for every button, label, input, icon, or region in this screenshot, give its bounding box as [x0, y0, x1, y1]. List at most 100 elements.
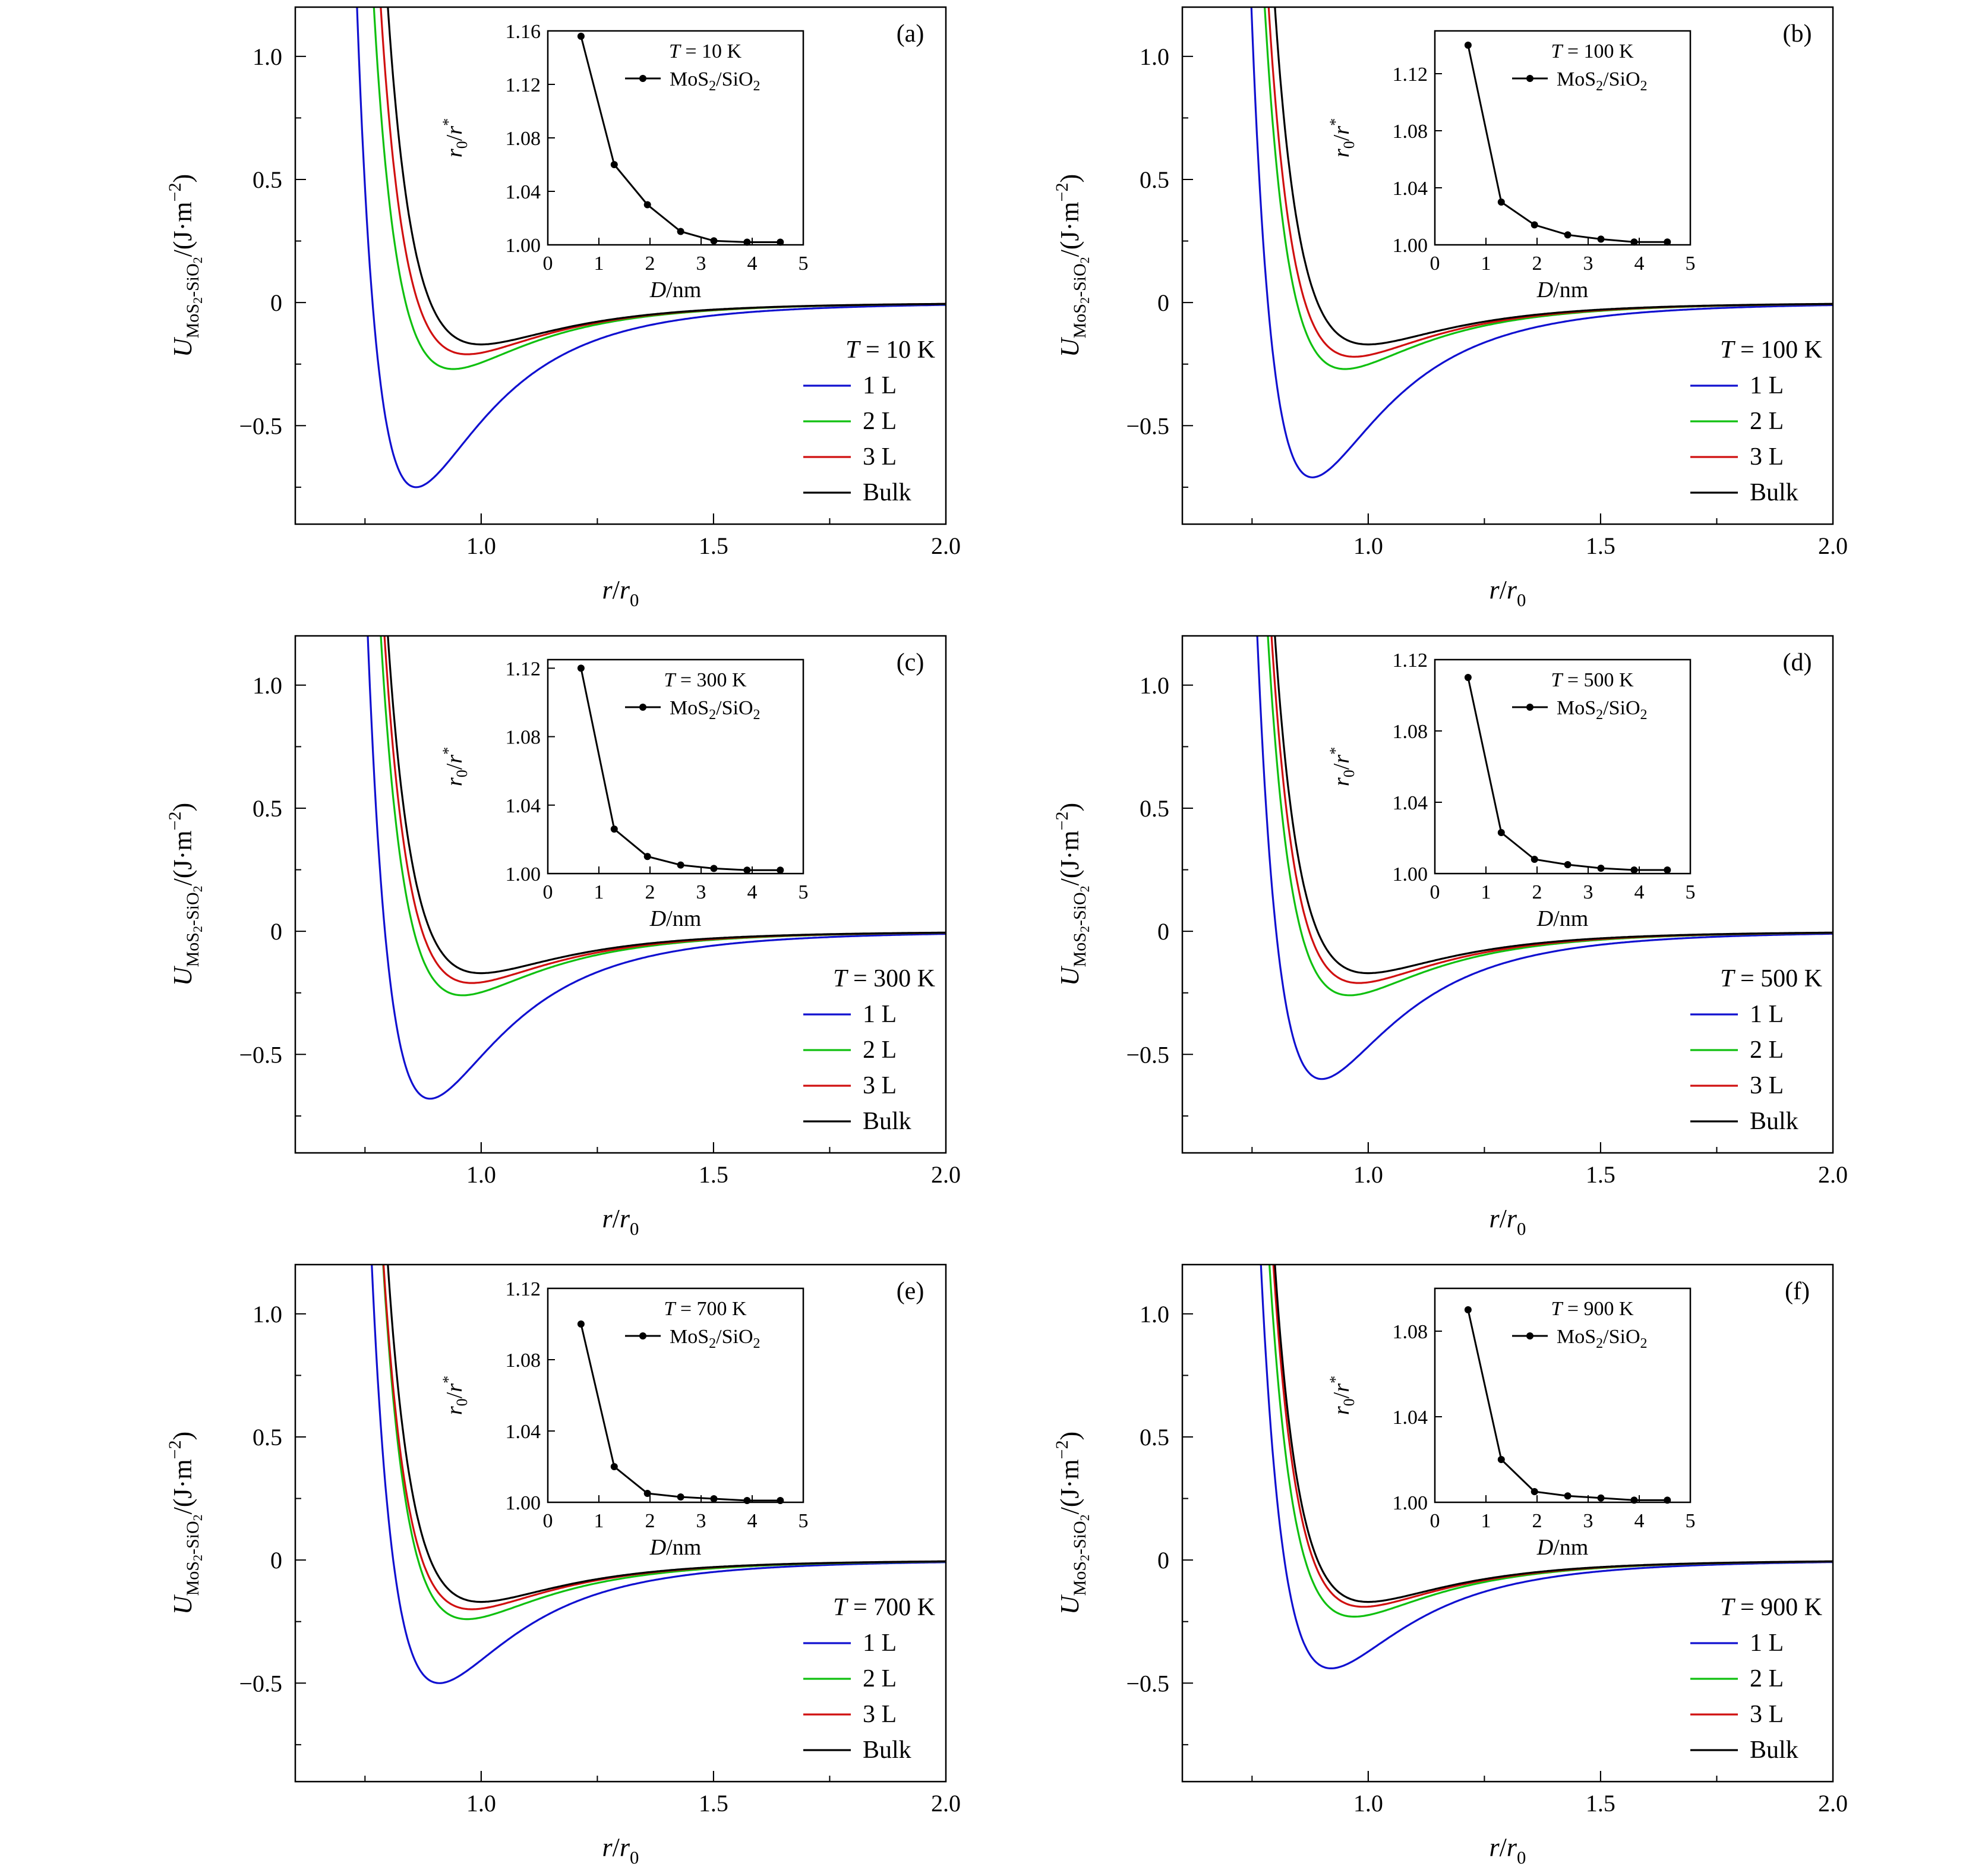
text-part: D: [649, 278, 666, 302]
inset-y-label: r0/r*: [1327, 1376, 1358, 1415]
series-line-1l: [1250, 7, 1833, 478]
inset-x-label: D/nm: [649, 906, 702, 931]
inset-data-point: [1464, 1306, 1472, 1313]
text-part: /SiO: [1603, 697, 1640, 719]
legend-label: Bulk: [1750, 1736, 1798, 1764]
x-tick-label: 1.0: [466, 532, 496, 559]
text-part: ): [1055, 1432, 1084, 1441]
inset-data-point: [677, 1493, 684, 1501]
chart-panel-e: 1.0 1.5 2.01.00.50−0.5r/r0UMoS2-SiO2/(J·m−…: [165, 1263, 961, 1866]
inset-frame: [547, 30, 804, 246]
text-part: MoS: [1557, 697, 1596, 719]
text-part: /: [1329, 1392, 1354, 1398]
subscript: 2: [753, 1336, 761, 1351]
text-part: /(J·m: [168, 1459, 197, 1514]
inset-y-tick-label: 1.12: [1393, 64, 1428, 86]
subscript: -SiO: [183, 892, 203, 926]
x-tick-label: 2.0: [931, 532, 961, 559]
inset-y-label: r0/r*: [1327, 747, 1358, 786]
inset-y-label: r0/r*: [440, 1376, 471, 1415]
inset-data-point: [1531, 1488, 1538, 1495]
inset-legend-marker: [1526, 1332, 1533, 1339]
text-part: /: [1329, 134, 1354, 141]
curves: [1260, 1265, 1833, 1669]
series-line-bulk: [387, 1265, 946, 1603]
inset-y-tick-label: 1.04: [1393, 178, 1428, 200]
inset-data-point: [1630, 1496, 1638, 1504]
inset-y-tick-label: 1.12: [506, 74, 541, 96]
plot-frame: [1181, 1263, 1834, 1783]
text-part: /: [613, 1833, 620, 1862]
legend-label: 3 L: [863, 1701, 897, 1728]
inset-data-point: [677, 861, 684, 869]
inset-legend-label: MoS2/SiO2: [670, 1326, 761, 1351]
legend-label: 3 L: [1750, 443, 1784, 471]
text-part: /SiO: [716, 68, 753, 90]
superscript: −2: [165, 183, 185, 202]
superscript: −2: [1052, 1441, 1072, 1460]
text-part: MoS: [670, 697, 709, 719]
inset-y-tick-label: 1.08: [1393, 121, 1428, 143]
inset-data-point: [1664, 1496, 1671, 1504]
text-part: T: [833, 1594, 848, 1621]
text-part: /nm: [1553, 906, 1588, 931]
y-tick-label: −0.5: [239, 1041, 282, 1068]
y-axis-label: UMoS2-SiO2/(J·m−2): [1052, 803, 1092, 986]
inset-x-tick-label: 4: [1634, 253, 1645, 275]
subscript: 0: [1340, 141, 1358, 149]
legend-label: 3 L: [1750, 1701, 1784, 1728]
inset-data-point: [1497, 1456, 1505, 1463]
subscript: 2: [1077, 885, 1092, 892]
text-part: r: [442, 1406, 467, 1415]
inset-x-tick-label: 5: [1686, 881, 1696, 903]
y-axis-label: UMoS2-SiO2/(J·m−2): [165, 174, 205, 357]
x-tick-label: 1.5: [699, 1161, 728, 1188]
text-part: /SiO: [716, 697, 753, 719]
legend-label: 2 L: [863, 408, 897, 435]
subscript: 2: [709, 78, 716, 94]
inset-data-point: [1497, 198, 1505, 206]
superscript: −2: [165, 1441, 185, 1460]
subscript: 0: [453, 770, 471, 777]
inset-legend-title: T = 500 K: [1551, 669, 1634, 691]
inset-data-point: [1597, 235, 1605, 243]
x-tick-label: 1.0: [466, 1790, 496, 1817]
text-part: r: [442, 755, 467, 764]
subscript: 2: [1640, 1336, 1648, 1351]
y-tick-label: 0.5: [1140, 166, 1169, 193]
text-part: = 900 K: [1734, 1594, 1822, 1621]
inset-x-tick-label: 2: [1532, 1510, 1542, 1532]
chart-panel-c: 1.0 1.5 2.01.00.50−0.5r/r0UMoS2-SiO2/(J·m−…: [165, 635, 961, 1239]
text-part: /(J·m: [1055, 1459, 1084, 1514]
inset-x-label: D/nm: [1536, 906, 1589, 931]
subscript: 2: [1596, 1336, 1603, 1351]
chart-panel-d: 1.0 1.5 2.01.00.50−0.5r/r0UMoS2-SiO2/(J·m−…: [1052, 635, 1848, 1239]
inset-x-tick-label: 4: [747, 253, 758, 275]
subscript: 2: [190, 297, 205, 304]
text-part: T: [1720, 336, 1735, 364]
chart-panel-f: 1.0 1.5 2.01.00.50−0.5r/r0UMoS2-SiO2/(J·m−…: [1052, 1263, 1848, 1866]
text-part: = 500 K: [1734, 965, 1822, 992]
x-tick-label: 1.0: [1353, 1790, 1383, 1817]
text-part: /(J·m: [168, 201, 197, 257]
inset-x-tick-label: 4: [1634, 1510, 1645, 1532]
y-tick-label: 0: [1157, 1547, 1169, 1574]
x-axis-label: r/r0: [1490, 1204, 1526, 1239]
inset-y-tick-label: 1.00: [506, 235, 541, 257]
inset-y-tick-label: 1.04: [1393, 1407, 1428, 1429]
text-part: /: [442, 1392, 467, 1398]
inset-y-tick-label: 1.00: [1393, 235, 1428, 257]
text-part: r: [620, 1204, 630, 1233]
superscript: *: [1327, 747, 1344, 755]
inset-data-point: [710, 1495, 718, 1502]
text-part: ): [168, 803, 197, 812]
panel-label: (b): [1783, 20, 1812, 48]
text-part: D: [649, 1535, 666, 1560]
subscript: 0: [630, 590, 639, 610]
inset-x-tick-label: 0: [1430, 1510, 1440, 1532]
y-axis-label: UMoS2-SiO2/(J·m−2): [165, 1432, 205, 1615]
text-part: r: [442, 1383, 467, 1392]
panel-label: (f): [1785, 1278, 1810, 1305]
subscript: 0: [630, 1848, 639, 1866]
